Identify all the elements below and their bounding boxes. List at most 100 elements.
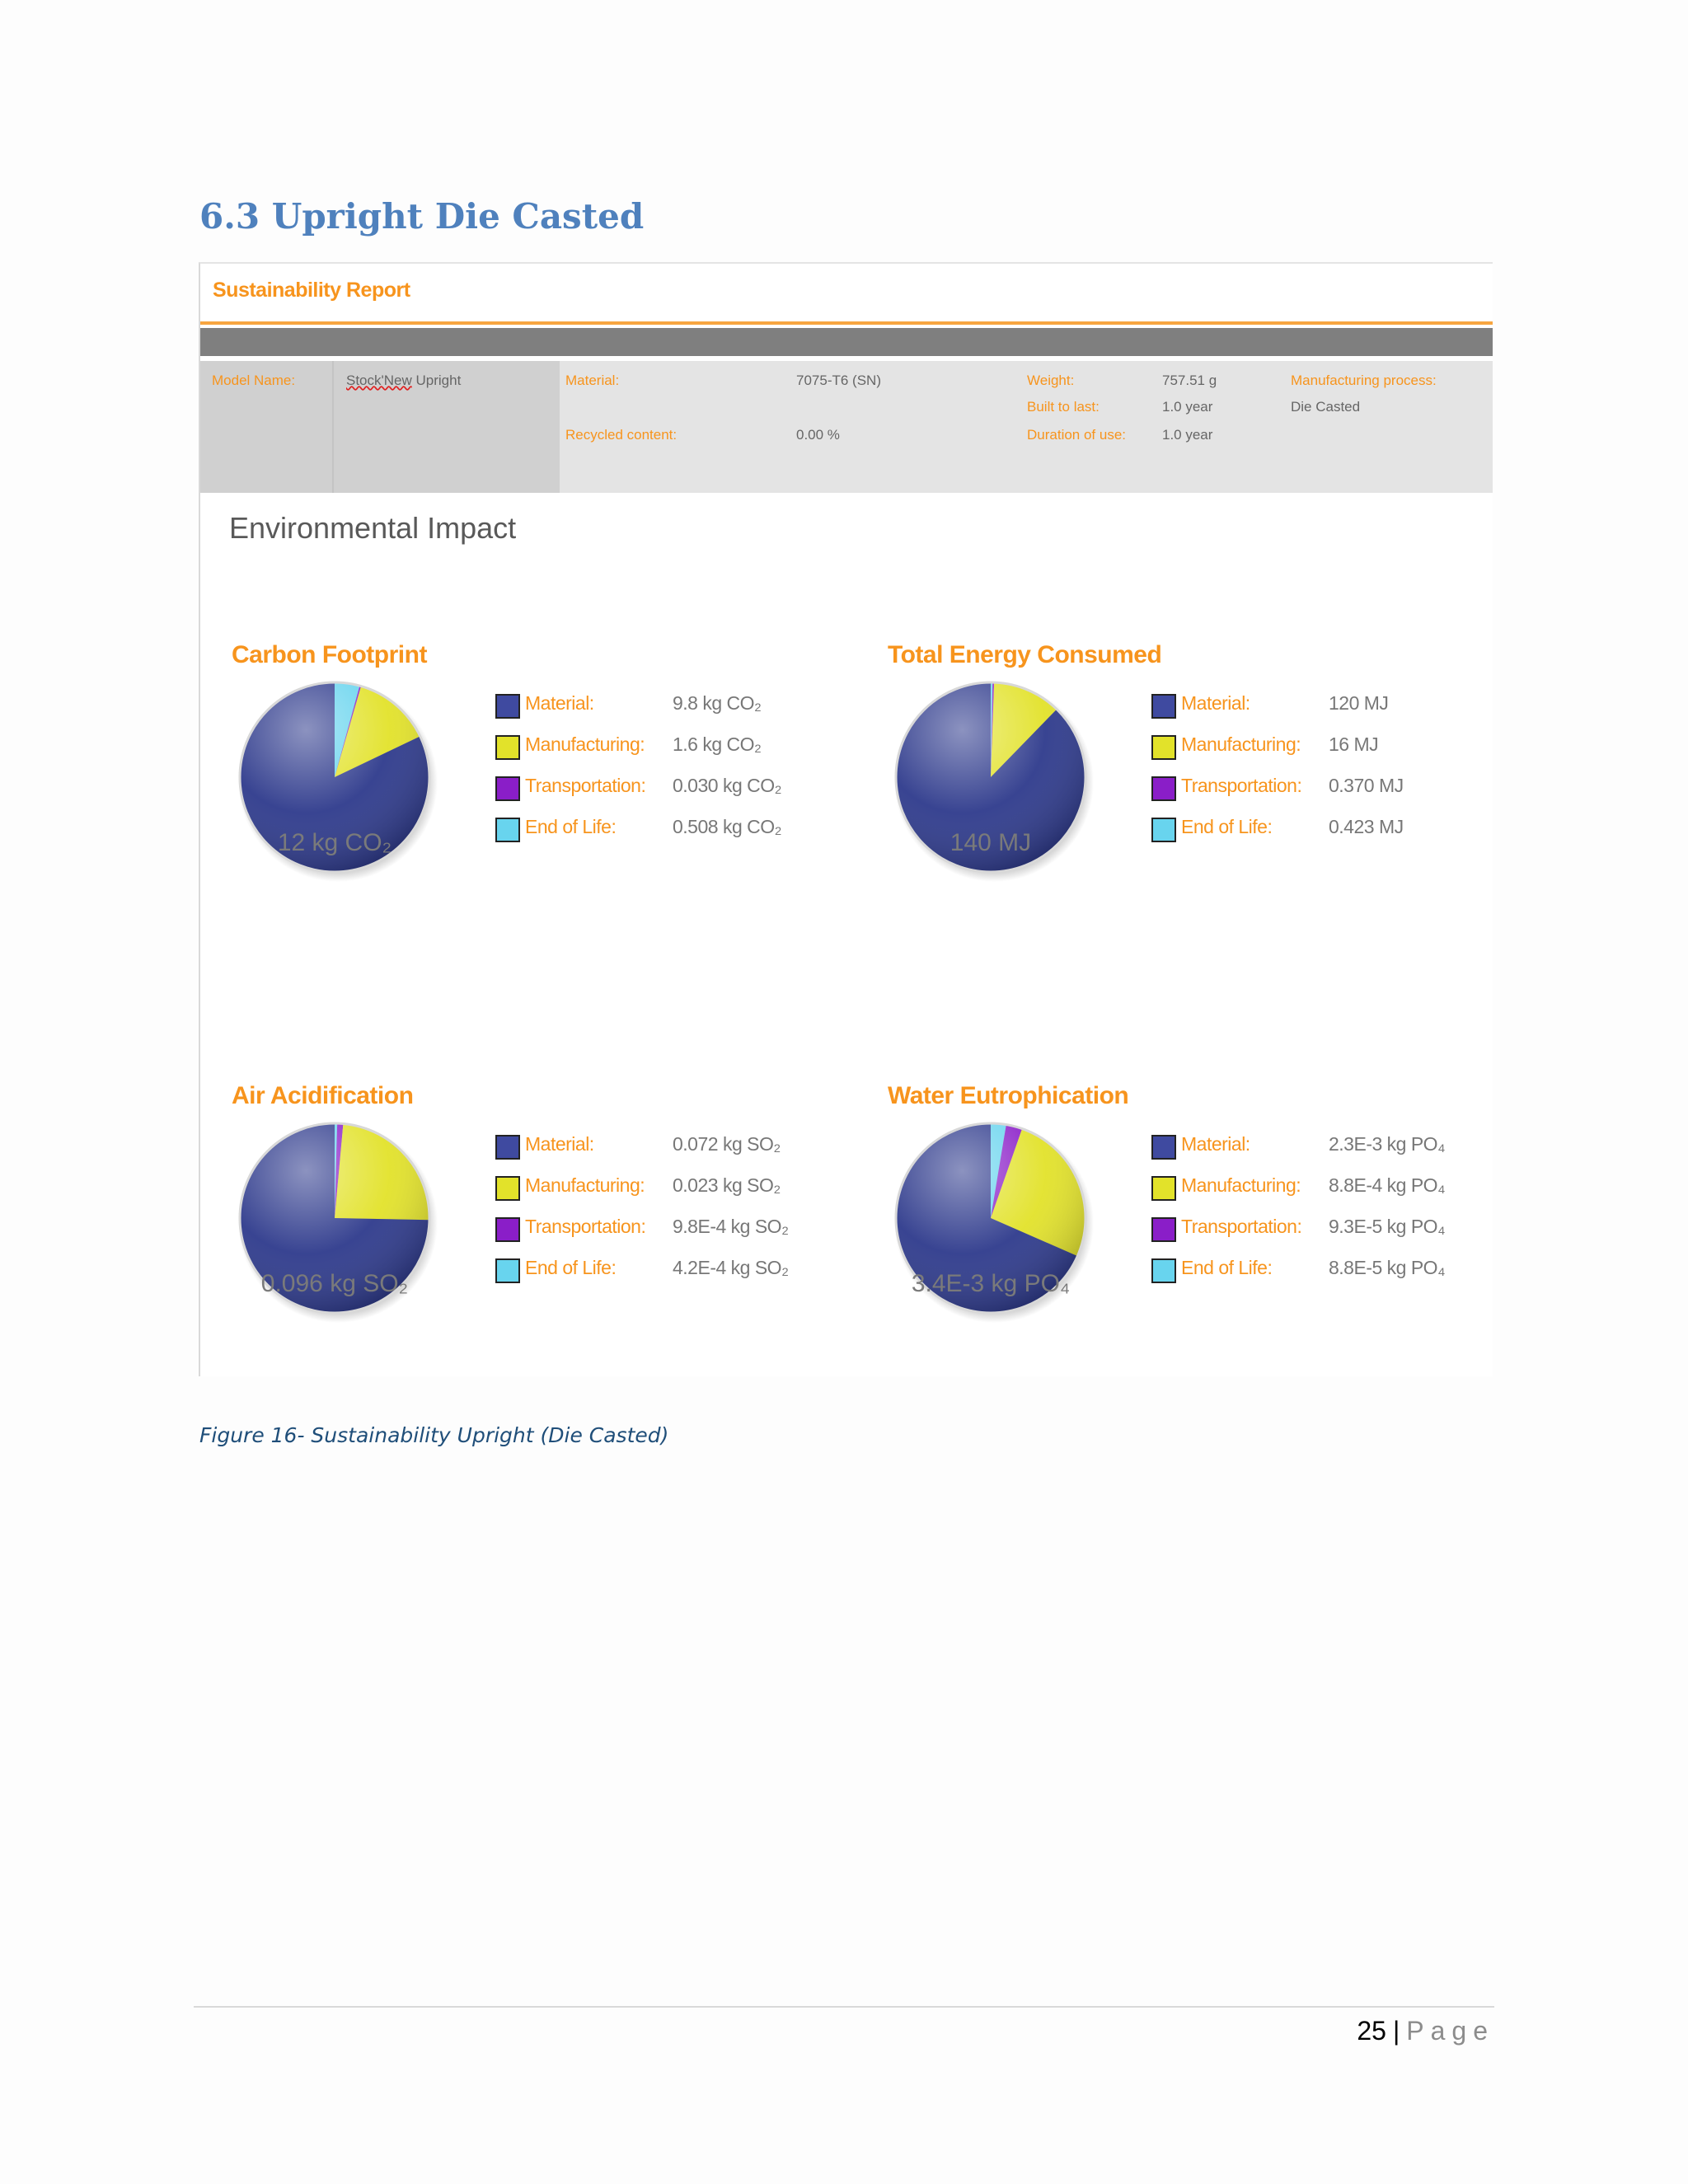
weight-label: Weight: bbox=[1027, 373, 1075, 388]
transportation-swatch bbox=[495, 776, 520, 801]
end-of-life-swatch bbox=[495, 1258, 520, 1283]
carbon-footprint-legend: Material: 9.8 kg CO₂ Manufacturing: 1.6 … bbox=[495, 692, 858, 865]
environmental-impact-title: Environmental Impact bbox=[229, 511, 517, 545]
model-name-cell bbox=[200, 361, 560, 493]
model-name-value-part1: Stock'New bbox=[346, 373, 412, 388]
total-energy-panel: Total Energy Consumed 140 MJ Material: 1… bbox=[888, 641, 1514, 905]
legend-row-manufacturing: Manufacturing: 0.023 kg SO₂ bbox=[495, 1174, 858, 1206]
legend-row-manufacturing: Manufacturing: 16 MJ bbox=[1151, 733, 1514, 765]
legend-label-transportation: Transportation: bbox=[525, 775, 646, 796]
air-acidification-panel: Air Acidification 0.096 kg SO₂ Material:… bbox=[232, 1082, 858, 1346]
end-of-life-swatch bbox=[1151, 1258, 1176, 1283]
legend-label-material: Material: bbox=[1181, 1133, 1250, 1155]
page-number: 25 bbox=[1357, 2016, 1386, 2046]
model-info-band: Model Name: Stock'New Upright Material: … bbox=[200, 361, 1493, 493]
water-eutrophication-panel: Water Eutrophication 3.4E-3 kg PO₄ Mater… bbox=[888, 1082, 1514, 1346]
end-of-life-swatch bbox=[1151, 818, 1176, 842]
legend-row-manufacturing: Manufacturing: 8.8E-4 kg PO₄ bbox=[1151, 1174, 1514, 1206]
legend-row-material: Material: 9.8 kg CO₂ bbox=[495, 692, 858, 724]
material-swatch bbox=[1151, 1135, 1176, 1160]
legend-label-transportation: Transportation: bbox=[1181, 1216, 1302, 1237]
section-heading: 6.3 Upright Die Casted bbox=[199, 196, 645, 237]
page-word: Page bbox=[1406, 2016, 1494, 2046]
legend-value-material: 0.072 kg SO₂ bbox=[673, 1133, 781, 1155]
legend-label-material: Material: bbox=[525, 1133, 594, 1155]
total-energy-pie bbox=[894, 681, 1094, 882]
legend-label-end-of-life: End of Life: bbox=[1181, 1257, 1273, 1278]
legend-label-material: Material: bbox=[1181, 692, 1250, 714]
carbon-footprint-pie bbox=[238, 681, 438, 882]
legend-row-manufacturing: Manufacturing: 1.6 kg CO₂ bbox=[495, 733, 858, 765]
legend-row-end-of-life: End of Life: 8.8E-5 kg PO₄ bbox=[1151, 1257, 1514, 1288]
legend-value-material: 2.3E-3 kg PO₄ bbox=[1329, 1133, 1445, 1155]
legend-row-transportation: Transportation: 9.8E-4 kg SO₂ bbox=[495, 1216, 858, 1247]
total-energy-legend: Material: 120 MJ Manufacturing: 16 MJ Tr… bbox=[1151, 692, 1514, 865]
legend-label-manufacturing: Manufacturing: bbox=[1181, 733, 1301, 755]
material-label: Material: bbox=[565, 373, 620, 388]
legend-row-end-of-life: End of Life: 0.423 MJ bbox=[1151, 816, 1514, 847]
water-eutrophication-pie bbox=[894, 1122, 1094, 1323]
legend-value-end-of-life: 0.508 kg CO₂ bbox=[673, 816, 782, 837]
legend-value-manufacturing: 1.6 kg CO₂ bbox=[673, 733, 762, 755]
legend-value-transportation: 0.030 kg CO₂ bbox=[673, 775, 782, 796]
legend-value-transportation: 9.8E-4 kg SO₂ bbox=[673, 1216, 789, 1237]
model-name-label: Model Name: bbox=[212, 373, 296, 388]
pie-gloss bbox=[238, 1122, 431, 1315]
info-divider bbox=[332, 361, 334, 493]
total-energy-total: 140 MJ bbox=[950, 829, 1032, 856]
sustainability-report: Sustainability Report Model Name: Stock'… bbox=[199, 262, 1493, 1376]
legend-row-material: Material: 2.3E-3 kg PO₄ bbox=[1151, 1133, 1514, 1165]
footer-separator: | bbox=[1392, 2016, 1400, 2046]
legend-label-transportation: Transportation: bbox=[1181, 775, 1302, 796]
legend-value-end-of-life: 4.2E-4 kg SO₂ bbox=[673, 1257, 789, 1278]
duration-of-use-label: Duration of use: bbox=[1027, 427, 1127, 443]
model-name-value: Stock'New Upright bbox=[346, 373, 461, 389]
header-bar bbox=[200, 328, 1493, 356]
pie-gloss bbox=[894, 681, 1087, 874]
manufacturing-swatch bbox=[1151, 1176, 1176, 1201]
legend-row-transportation: Transportation: 9.3E-5 kg PO₄ bbox=[1151, 1216, 1514, 1247]
legend-label-end-of-life: End of Life: bbox=[1181, 816, 1273, 837]
legend-row-end-of-life: End of Life: 0.508 kg CO₂ bbox=[495, 816, 858, 847]
legend-row-material: Material: 0.072 kg SO₂ bbox=[495, 1133, 858, 1165]
material-swatch bbox=[495, 694, 520, 719]
air-acidification-pie bbox=[238, 1122, 438, 1323]
legend-value-end-of-life: 8.8E-5 kg PO₄ bbox=[1329, 1257, 1445, 1278]
built-to-last-label: Built to last: bbox=[1027, 399, 1100, 415]
legend-label-transportation: Transportation: bbox=[525, 1216, 646, 1237]
material-swatch bbox=[1151, 694, 1176, 719]
transportation-swatch bbox=[1151, 1217, 1176, 1242]
manufacturing-process-label: Manufacturing process: bbox=[1291, 373, 1437, 388]
end-of-life-swatch bbox=[495, 818, 520, 842]
legend-row-transportation: Transportation: 0.370 MJ bbox=[1151, 775, 1514, 806]
water-eutrophication-title: Water Eutrophication bbox=[888, 1082, 1129, 1109]
legend-label-manufacturing: Manufacturing: bbox=[1181, 1174, 1301, 1196]
manufacturing-swatch bbox=[1151, 735, 1176, 760]
legend-row-end-of-life: End of Life: 4.2E-4 kg SO₂ bbox=[495, 1257, 858, 1288]
pie-gloss bbox=[894, 1122, 1087, 1315]
built-to-last-value: 1.0 year bbox=[1162, 399, 1213, 415]
legend-value-manufacturing: 16 MJ bbox=[1329, 733, 1379, 755]
recycled-content-label: Recycled content: bbox=[565, 427, 678, 443]
manufacturing-swatch bbox=[495, 735, 520, 760]
manufacturing-swatch bbox=[495, 1176, 520, 1201]
air-acidification-legend: Material: 0.072 kg SO₂ Manufacturing: 0.… bbox=[495, 1133, 858, 1306]
legend-value-transportation: 0.370 MJ bbox=[1329, 775, 1404, 796]
legend-value-material: 120 MJ bbox=[1329, 692, 1389, 714]
figure-caption: Figure 16- Sustainability Upright (Die C… bbox=[199, 1423, 669, 1447]
legend-label-end-of-life: End of Life: bbox=[525, 1257, 617, 1278]
pie-gloss bbox=[238, 681, 431, 874]
model-name-value-part2: Upright bbox=[411, 373, 462, 388]
report-title: Sustainability Report bbox=[213, 279, 410, 302]
duration-of-use-value: 1.0 year bbox=[1162, 427, 1213, 443]
legend-value-manufacturing: 0.023 kg SO₂ bbox=[673, 1174, 781, 1196]
orange-rule bbox=[200, 321, 1493, 325]
legend-label-manufacturing: Manufacturing: bbox=[525, 733, 645, 755]
page-footer: 25 | Page bbox=[1357, 2016, 1494, 2046]
legend-value-material: 9.8 kg CO₂ bbox=[673, 692, 762, 714]
carbon-footprint-total: 12 kg CO₂ bbox=[277, 829, 392, 856]
material-value: 7075-T6 (SN) bbox=[796, 373, 881, 388]
legend-row-material: Material: 120 MJ bbox=[1151, 692, 1514, 724]
air-acidification-total: 0.096 kg SO₂ bbox=[260, 1270, 409, 1297]
legend-label-material: Material: bbox=[525, 692, 594, 714]
